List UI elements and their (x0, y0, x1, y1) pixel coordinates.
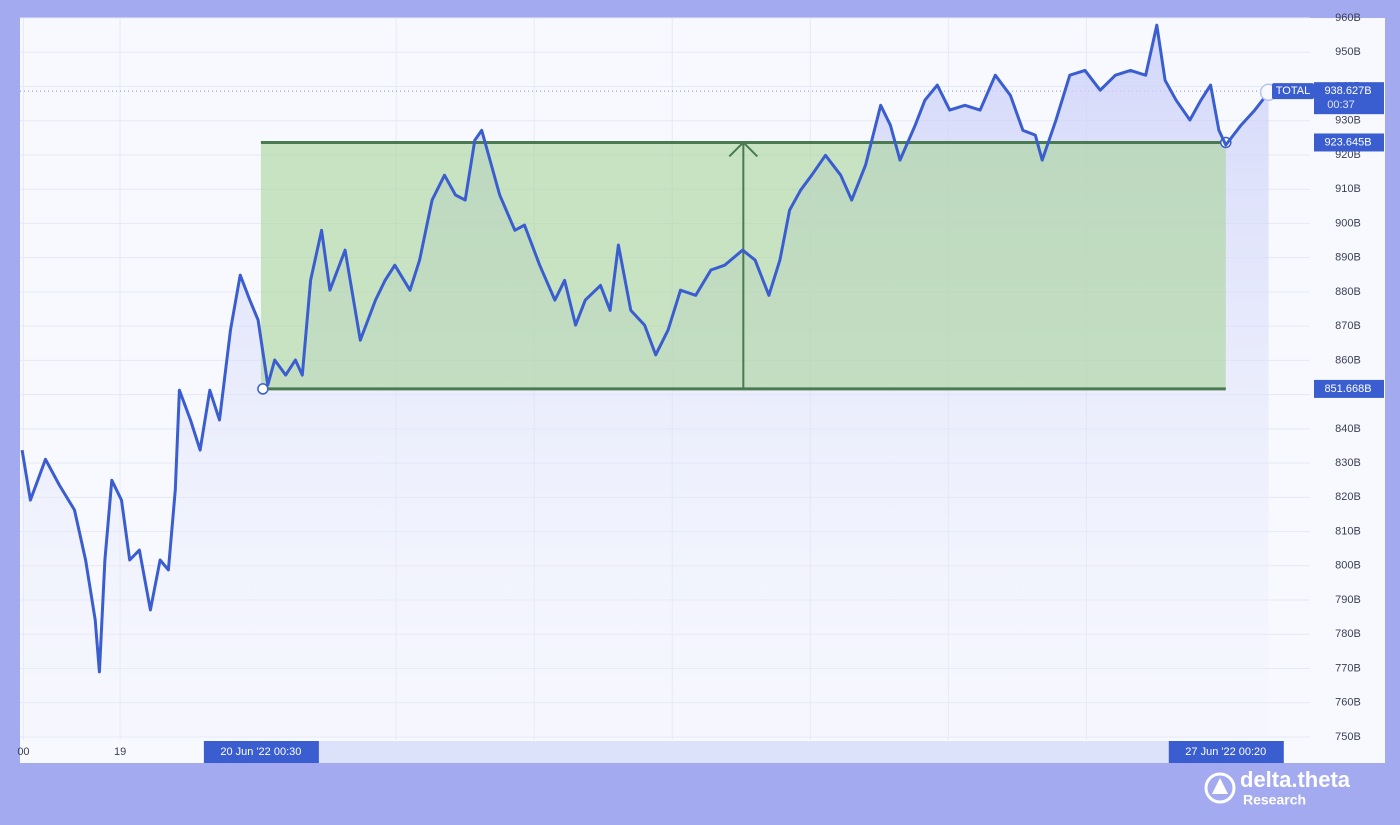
y-range-label: 923.645B (1324, 136, 1371, 148)
y-tick-label: 780B (1335, 628, 1361, 640)
range-arrowhead (728, 141, 759, 158)
y-tick-label: 930B (1335, 115, 1361, 127)
y-tick-label: 960B (1335, 12, 1361, 24)
y-tick-label: 750B (1335, 731, 1361, 743)
y-tick-label: 870B (1335, 320, 1361, 332)
x-range-label: 20 Jun '22 00:30 (220, 746, 301, 758)
series-name-tag (1272, 83, 1314, 100)
y-range-label-bg (1314, 379, 1384, 398)
y-range-label: 851.668B (1324, 383, 1371, 395)
y-tick-label: 880B (1335, 286, 1361, 298)
y-tick-label: 800B (1335, 560, 1361, 572)
x-tick-label: 00 (17, 746, 29, 758)
y-tick-label: 840B (1335, 423, 1361, 435)
y-tick-label: 950B (1335, 46, 1361, 58)
y-tick-label: 830B (1335, 457, 1361, 469)
y-tick-label: 790B (1335, 594, 1361, 606)
plot-area (20, 23, 1278, 737)
y-tick-label: 890B (1335, 252, 1361, 264)
y-tick-label: 770B (1335, 662, 1361, 674)
axes: 750B 760B 770B 780B 790B 800B 810B 820B 830B 840B… (17, 12, 1384, 763)
logo-name: delta.theta (1240, 767, 1351, 792)
logo-icon (1204, 772, 1236, 804)
x-range-band (260, 741, 1226, 763)
logo-subtitle: Research (1243, 792, 1306, 808)
last-price-label: 938.627B (1324, 85, 1371, 97)
last-price-bg (1314, 82, 1384, 115)
x-range-label: 27 Jun '22 00:20 (1185, 746, 1266, 758)
range-anchor (257, 383, 269, 395)
series-line (20, 23, 1270, 674)
logo: delta.theta Research (1204, 767, 1351, 808)
y-range-label-bg (1314, 133, 1384, 152)
countdown-label: 00:37 (1327, 99, 1355, 111)
series-name: TOTAL (1276, 85, 1310, 97)
y-tick-label: 900B (1335, 217, 1361, 229)
x-tick-label: 19 (114, 746, 126, 758)
y-tick-label: 860B (1335, 354, 1361, 366)
y-tick-label: 820B (1335, 491, 1361, 503)
y-tick-label: 810B (1335, 525, 1361, 537)
y-tick-label: 920B (1335, 149, 1361, 161)
y-tick-label: 910B (1335, 183, 1361, 195)
y-tick-label: 760B (1335, 697, 1361, 709)
x-range-label-bg (1168, 741, 1284, 763)
x-range-label-bg (203, 741, 319, 763)
logo-icon (1212, 778, 1228, 794)
